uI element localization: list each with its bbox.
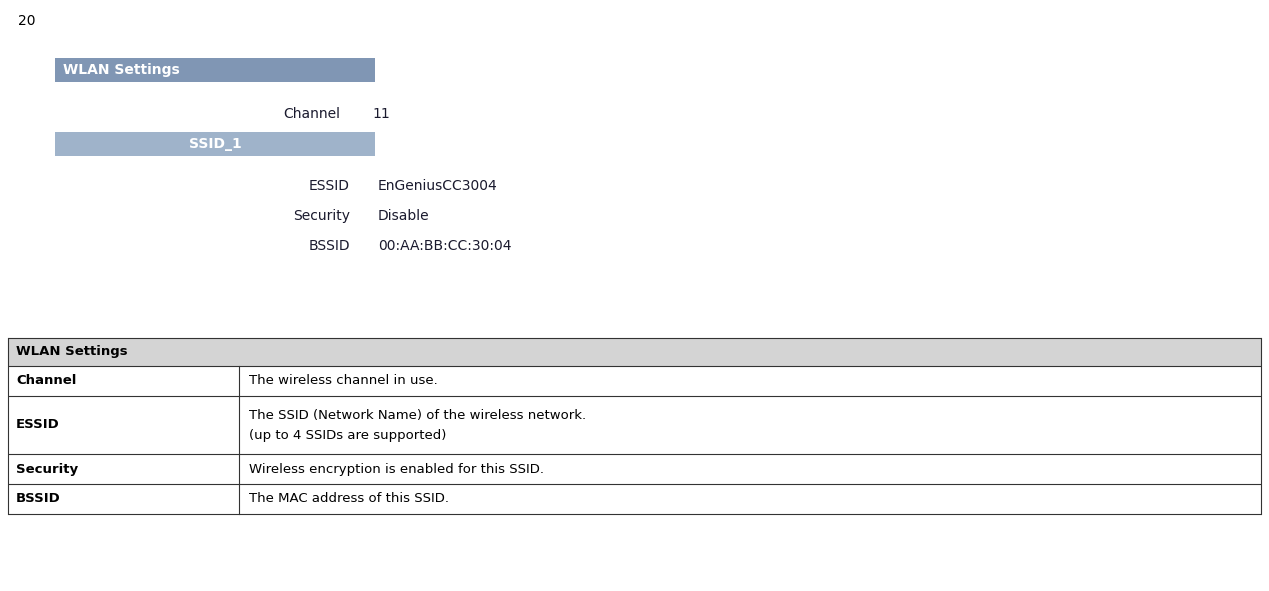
Bar <box>8 366 1261 396</box>
Bar <box>8 338 1261 366</box>
Text: 00:AA:BB:CC:30:04: 00:AA:BB:CC:30:04 <box>378 239 511 253</box>
Text: Security: Security <box>16 463 79 476</box>
Text: The MAC address of this SSID.: The MAC address of this SSID. <box>249 492 449 505</box>
Text: Security: Security <box>293 209 350 223</box>
Text: BSSID: BSSID <box>16 492 61 505</box>
Bar <box>8 454 1261 484</box>
Text: ESSID: ESSID <box>308 179 350 193</box>
Text: 20: 20 <box>18 14 36 28</box>
Text: SSID_1: SSID_1 <box>189 137 241 151</box>
Bar <box>8 396 1261 454</box>
Bar <box>8 484 1261 514</box>
Text: BSSID: BSSID <box>308 239 350 253</box>
Text: (up to 4 SSIDs are supported): (up to 4 SSIDs are supported) <box>249 428 447 441</box>
Text: WLAN Settings: WLAN Settings <box>16 346 128 359</box>
Text: 11: 11 <box>372 107 390 121</box>
Text: WLAN Settings: WLAN Settings <box>63 63 180 77</box>
Text: Channel: Channel <box>283 107 340 121</box>
Text: Channel: Channel <box>16 375 76 388</box>
Text: The wireless channel in use.: The wireless channel in use. <box>249 375 438 388</box>
Text: Disable: Disable <box>378 209 430 223</box>
Text: The SSID (Network Name) of the wireless network.: The SSID (Network Name) of the wireless … <box>249 408 586 421</box>
Bar <box>55 58 376 82</box>
Bar <box>55 132 376 156</box>
Text: Wireless encryption is enabled for this SSID.: Wireless encryption is enabled for this … <box>249 463 544 476</box>
Text: ESSID: ESSID <box>16 418 60 431</box>
Text: EnGeniusCC3004: EnGeniusCC3004 <box>378 179 497 193</box>
